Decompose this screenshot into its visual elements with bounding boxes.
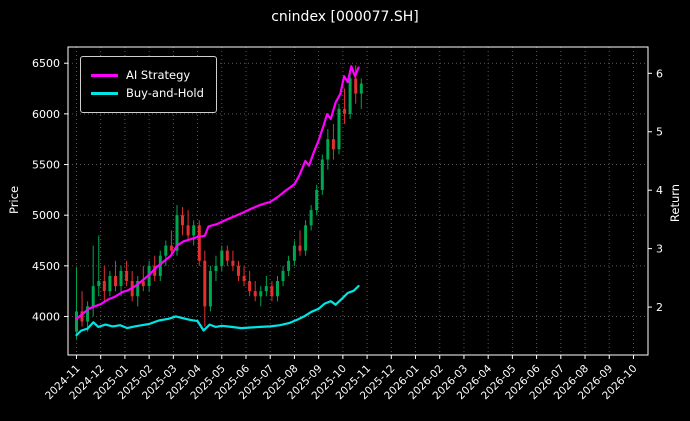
candle-body: [287, 260, 291, 271]
candle-body: [136, 281, 140, 297]
legend: AI Strategy Buy-and-Hold: [80, 56, 217, 113]
return-tick-label: 4: [656, 184, 663, 197]
candle-body: [320, 159, 324, 190]
candle-body: [125, 270, 129, 281]
candle-body: [276, 281, 279, 297]
candle-body: [208, 270, 212, 307]
candle-body: [119, 270, 123, 287]
candle-body: [315, 189, 319, 211]
return-tick-label: 5: [656, 126, 663, 139]
candle-body: [242, 276, 246, 282]
candle-body: [231, 260, 235, 266]
price-tick-label: 5000: [32, 209, 60, 222]
candle-body: [331, 139, 335, 150]
candle-body: [80, 311, 84, 322]
candle-body: [298, 245, 302, 251]
price-tick-label: 6000: [32, 108, 60, 121]
candle-body: [153, 265, 157, 276]
buy-and-hold-line-swatch: [91, 91, 118, 95]
return-tick-label: 3: [656, 243, 663, 256]
candle-body: [175, 215, 179, 251]
ai-strategy-line: [75, 65, 360, 320]
price-tick-label: 4000: [32, 311, 60, 324]
candle-body: [91, 286, 95, 307]
chart-title: cnindex [000077.SH]: [271, 9, 419, 25]
price-tick-label: 5500: [32, 159, 60, 172]
candle-body: [203, 260, 207, 307]
candle-body: [354, 78, 358, 94]
price-tick-label: 6500: [32, 57, 60, 70]
legend-entry-buy-and-hold: Buy-and-Hold: [91, 85, 204, 100]
candle-body: [158, 255, 162, 276]
candle-body: [192, 225, 196, 236]
candle-body: [169, 245, 173, 251]
candle-body: [304, 225, 308, 251]
candle-body: [114, 276, 117, 287]
candle-body: [309, 210, 313, 226]
candle-body: [281, 270, 285, 281]
candle-body: [343, 108, 347, 114]
price-tick-label: 4500: [32, 260, 60, 273]
candle-body: [97, 281, 101, 287]
candle-body: [86, 306, 90, 322]
candle-body: [186, 225, 190, 236]
candle-body: [225, 250, 229, 261]
candle-body: [181, 215, 184, 226]
legend-label-ai-strategy: AI Strategy: [126, 68, 191, 82]
candle-body: [102, 281, 106, 292]
ai-strategy-line-swatch: [91, 74, 118, 78]
candle-body: [264, 286, 268, 292]
buy-and-hold-line: [75, 284, 360, 337]
candle-body: [253, 291, 257, 297]
candle-body: [108, 276, 112, 292]
candle-body: [75, 311, 78, 332]
price-axis-label: Price: [7, 185, 21, 215]
candle-body: [141, 281, 145, 287]
candle-body: [197, 225, 201, 261]
candle-body: [326, 139, 330, 160]
axes-spines: [67, 46, 649, 356]
legend-entry-ai-strategy: AI Strategy: [91, 68, 204, 82]
candle-body: [214, 265, 218, 271]
candle-body: [337, 108, 341, 150]
return-axis-label: Return: [668, 183, 682, 223]
candle-body: [220, 250, 224, 266]
candle-body: [359, 83, 363, 94]
candle-body: [292, 245, 296, 261]
candle-body: [164, 245, 168, 256]
legend-label-buy-and-hold: Buy-and-Hold: [126, 85, 204, 100]
candle-body: [248, 281, 252, 292]
candle-body: [237, 265, 240, 276]
return-tick-label: 2: [656, 301, 663, 314]
return-tick-label: 6: [656, 67, 663, 80]
candle-body: [259, 291, 263, 297]
candle-body: [270, 286, 274, 297]
candle-body: [348, 78, 352, 114]
